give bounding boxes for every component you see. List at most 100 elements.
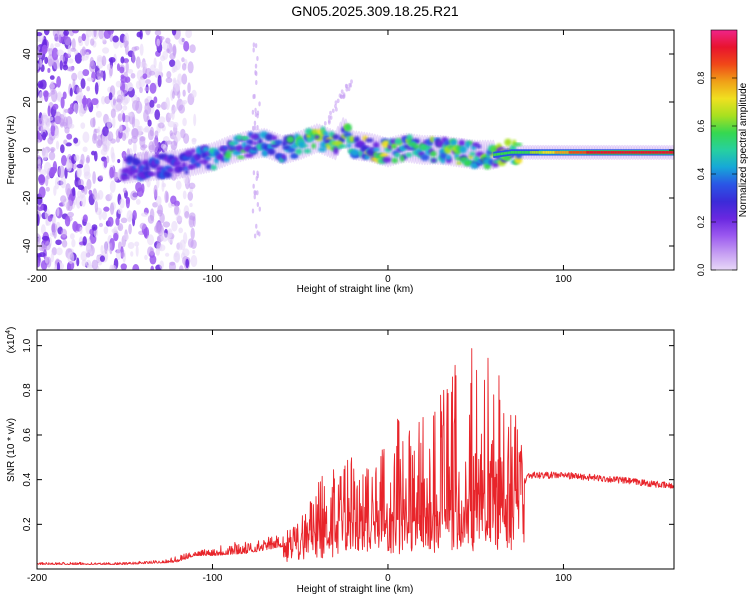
spectrogram-noise-blob [118, 124, 123, 133]
spectrogram-noise-blob [54, 177, 60, 190]
ridge-tone [666, 151, 669, 154]
spectrogram-noise-blob [93, 128, 97, 141]
spectrogram-noise-blob [37, 149, 40, 155]
spectrogram-noise-blob [59, 118, 65, 128]
spectrogram-noise-blob [50, 89, 58, 103]
spectrogram-noise-blob [97, 139, 103, 147]
spectrogram-noise-blob [37, 213, 40, 226]
ridge-blob [241, 136, 250, 141]
spectrogram-noise-blob [130, 251, 134, 257]
spectrogram-noise-blob [132, 263, 140, 270]
ridge-blob [147, 172, 154, 176]
ridge-blob [333, 146, 339, 155]
ridge-tone [600, 151, 603, 154]
ridge-tone [537, 151, 540, 154]
spectrogram-noise-blob [75, 196, 82, 209]
spectrogram-noise-blob [47, 136, 54, 145]
spectrogram-noise-blob [71, 238, 76, 248]
spectrogram-noise-blob [78, 107, 85, 117]
spectrogram-noise-blob [192, 216, 196, 222]
spectrogram-noise-blob [102, 70, 106, 82]
ridge-blob [290, 153, 299, 159]
ridge-blob [372, 141, 380, 149]
spectrogram-noise-blob [74, 154, 80, 162]
spectrogram-noise-blob [116, 63, 121, 72]
spectrogram-noise-blob [339, 94, 343, 99]
ridge-blob [382, 156, 392, 163]
ridge-blob [468, 154, 474, 159]
spectrogram-noise-blob [110, 108, 116, 119]
spectrogram-noise-blob [82, 95, 87, 108]
spectrogram-noise-blob [148, 144, 156, 151]
ridge-tone [573, 151, 576, 154]
spectrogram-noise-blob [120, 251, 126, 258]
spectrogram-noise-blob [39, 91, 44, 103]
ridge-tone [545, 151, 548, 154]
spectrogram-noise-blob [253, 120, 257, 126]
ridge-blob [298, 141, 305, 149]
ridge-blob [323, 131, 329, 136]
spectrogram-noise-blob [65, 183, 71, 196]
spectrogram-noise-blob [147, 119, 152, 127]
spectrogram-noise-blob [53, 185, 57, 197]
spectrogram-noise-blob [109, 202, 115, 215]
ridge-tone [559, 151, 562, 154]
spectrogram-noise-blob [109, 264, 114, 270]
spectrogram-noise-blob [156, 236, 162, 249]
spectrogram-noise-blob [115, 217, 120, 226]
ridge-blob [431, 158, 437, 163]
ridge-blob [205, 163, 213, 170]
spectrogram-noise-blob [67, 199, 73, 212]
spectrogram-noise-blob [188, 182, 196, 190]
spectrogram-noise-blob [43, 204, 48, 213]
ridge-tone [495, 153, 498, 156]
spectrogram-noise-blob [95, 110, 102, 118]
spectrogram-noise-blob [144, 79, 151, 85]
spectrogram-noise-blob [37, 117, 45, 128]
ridge-blob [252, 141, 259, 145]
spectrogram-noise-blob [156, 103, 161, 109]
spectrogram-noise-blob [154, 130, 159, 138]
figure-title: GN05.2025.309.18.25.R21 [291, 3, 459, 19]
spectrogram-noise-blob [100, 148, 108, 156]
spectrogram-noise-blob [82, 131, 90, 143]
ridge-blob [295, 148, 303, 155]
spectrogram-noise-blob [127, 68, 134, 74]
spectrogram-noise-blob [61, 239, 68, 248]
ridge-blob [360, 144, 368, 153]
ridge-tone [623, 151, 626, 154]
spectrogram-noise-blob [125, 61, 129, 73]
spectrogram-noise-blob [348, 82, 352, 88]
spectrogram-noise-blob [147, 214, 155, 224]
ridge-tone [566, 151, 569, 154]
ridge-tone [589, 151, 592, 154]
ridge-tone [588, 151, 591, 154]
ridge-tone [526, 151, 529, 154]
spectrogram-noise-blob [193, 113, 197, 127]
ridge-tone [598, 151, 601, 154]
spectrogram-noise-blob [49, 147, 56, 153]
spectrogram-noise-blob [37, 80, 44, 89]
spectrogram-noise-blob [252, 42, 256, 48]
spectrogram-noise-blob [82, 146, 88, 153]
ridge-blob [281, 154, 286, 160]
ridge-blob [163, 171, 169, 177]
spectrogram-noise-blob [164, 252, 170, 257]
spectrogram-noise-blob [103, 226, 109, 235]
spectrogram-noise-blob [131, 51, 136, 64]
spectrogram-noise-blob [38, 252, 46, 258]
spectrogram-noise-blob [127, 241, 135, 250]
spectrogram-noise-blob [149, 126, 155, 137]
ridge-blob [459, 145, 467, 154]
spectrogram-noise-blob [81, 33, 87, 42]
spectrogram-noise-blob [86, 77, 94, 82]
spectrogram-noise-blob [41, 44, 48, 55]
spectrogram-noise-blob [80, 251, 88, 262]
spectrogram-noise-blob [37, 62, 40, 71]
ridge-tone [642, 151, 645, 154]
ridge-tone [658, 151, 661, 154]
spectrogram-noise-blob [169, 59, 176, 68]
ridge-blob [429, 136, 435, 143]
spectrogram-noise-blob [55, 239, 62, 246]
ridge-blob [236, 155, 245, 159]
